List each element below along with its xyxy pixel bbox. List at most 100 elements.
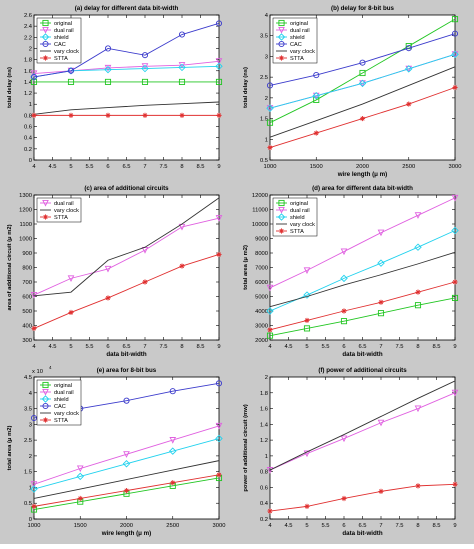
x-tick-label: 6 bbox=[342, 344, 345, 350]
y-axis-label: power of additional circuit (mw) bbox=[243, 404, 249, 491]
data-point-CAC bbox=[123, 397, 130, 404]
data-point-shield bbox=[122, 460, 131, 468]
data-point-dual-rail bbox=[30, 70, 38, 78]
data-point-original bbox=[104, 78, 112, 85]
legend-label: dual rail bbox=[290, 208, 310, 214]
data-point-STTA bbox=[378, 488, 384, 494]
data-point-dual-rail bbox=[266, 284, 274, 292]
chart-title: (a) delay for different data bit-width bbox=[75, 5, 179, 12]
y-tick-label: 3.5 bbox=[24, 407, 32, 413]
data-point-STTA bbox=[378, 299, 384, 305]
data-point-shield bbox=[312, 92, 320, 100]
data-point-dual-rail bbox=[414, 405, 422, 413]
chart-panel-4: (d) area for different data bit-width 4 4.… bbox=[243, 185, 459, 358]
x-tick-label: 6.5 bbox=[122, 164, 130, 170]
data-point-STTA bbox=[31, 503, 37, 509]
data-point-STTA bbox=[415, 289, 421, 295]
data-point-original bbox=[340, 318, 348, 325]
y-tick-label: 2 bbox=[29, 46, 32, 52]
x-tick-label: 5 bbox=[69, 344, 72, 350]
y-tick-label: 6000 bbox=[255, 280, 268, 286]
data-point-dual-rail bbox=[215, 422, 223, 430]
data-point-CAC bbox=[178, 31, 186, 38]
x-axis-label: wire length (μ m) bbox=[337, 171, 388, 178]
y-tick-label: 4 bbox=[265, 13, 269, 19]
legend-marker bbox=[278, 206, 285, 214]
legend-marker bbox=[42, 388, 49, 396]
data-point-dual-rail bbox=[451, 194, 459, 202]
legend-marker bbox=[42, 19, 49, 27]
x-tick-label: 1500 bbox=[310, 164, 323, 170]
x-axis-label: data bit-width bbox=[342, 351, 382, 358]
data-point-STTA bbox=[304, 503, 310, 509]
y-tick-label: 2 bbox=[265, 96, 268, 102]
y-tick-label: 1.2 bbox=[260, 438, 268, 444]
x-tick-label: 7 bbox=[379, 344, 382, 350]
legend-label: dual rail bbox=[290, 28, 310, 34]
y-axis-exponent-power: 4 bbox=[49, 365, 52, 370]
y-tick-label: 3 bbox=[265, 54, 268, 60]
legend-marker bbox=[41, 33, 50, 41]
x-tick-label: 5 bbox=[305, 344, 308, 350]
x-tick-label: 4.5 bbox=[284, 523, 292, 529]
legend-label: STTA bbox=[54, 215, 68, 221]
y-tick-label: 700 bbox=[22, 280, 32, 286]
series-line-STTA bbox=[269, 281, 456, 331]
legend-label: CAC bbox=[290, 42, 302, 48]
series-line-vary-clock bbox=[269, 66, 456, 138]
data-point-dual-rail bbox=[377, 229, 385, 237]
data-point-original bbox=[141, 78, 149, 85]
legend-marker bbox=[277, 213, 286, 221]
legend-label: STTA bbox=[290, 56, 304, 62]
data-point-STTA bbox=[170, 480, 176, 486]
data-point-shield bbox=[405, 65, 413, 73]
data-point-shield bbox=[414, 243, 422, 251]
y-axis-label: area of additional circuit (μ m2) bbox=[7, 224, 13, 310]
y-tick-label: 1.8 bbox=[260, 391, 268, 397]
chart-title: (f) power of additional circuits bbox=[318, 367, 407, 374]
chart-title: (b) delay for 8-bit bus bbox=[331, 5, 394, 12]
y-tick-label: 1 bbox=[265, 137, 268, 143]
data-point-shield bbox=[451, 50, 459, 59]
series-line-dual-rail bbox=[33, 217, 220, 296]
legend-label: vary clock bbox=[54, 49, 79, 55]
data-point-shield bbox=[215, 434, 223, 443]
legend-marker bbox=[42, 55, 49, 61]
data-point-dual-rail bbox=[340, 435, 348, 443]
data-point-shield bbox=[377, 259, 385, 267]
data-point-STTA bbox=[313, 130, 319, 136]
x-tick-label: 4 bbox=[32, 344, 36, 350]
data-point-CAC bbox=[141, 52, 149, 59]
data-point-STTA bbox=[304, 317, 310, 324]
data-point-original bbox=[178, 78, 186, 85]
y-tick-label: 900 bbox=[22, 251, 32, 257]
x-tick-label: 7 bbox=[143, 164, 146, 170]
y-tick-label: 2.6 bbox=[24, 13, 32, 19]
y-tick-label: 1.6 bbox=[260, 407, 268, 413]
data-point-shield bbox=[358, 79, 367, 88]
series-line-vary-clock bbox=[269, 380, 456, 471]
y-tick-label: 1 bbox=[265, 454, 268, 460]
data-point-STTA bbox=[341, 495, 347, 502]
chart-panel-3: (c) area of additional circuits 4 4.5 5 5.5 6… bbox=[7, 185, 223, 358]
data-point-shield bbox=[30, 485, 38, 493]
series-line-dual-rail bbox=[33, 60, 220, 75]
data-point-shield bbox=[76, 472, 84, 481]
data-point-original bbox=[414, 302, 422, 309]
x-tick-label: 6.5 bbox=[122, 344, 130, 350]
x-tick-label: 2000 bbox=[356, 164, 369, 170]
y-tick-label: 0.6 bbox=[24, 125, 32, 131]
y-tick-label: 1.6 bbox=[24, 69, 32, 75]
legend-marker bbox=[277, 33, 286, 41]
y-tick-label: 300 bbox=[22, 338, 32, 344]
data-point-shield bbox=[169, 447, 177, 455]
y-tick-label: 2 bbox=[265, 375, 268, 381]
y-tick-label: 0.6 bbox=[260, 485, 268, 491]
y-tick-label: 1.2 bbox=[24, 91, 32, 97]
data-point-STTA bbox=[452, 84, 458, 91]
legend-label: STTA bbox=[54, 56, 68, 62]
data-point-CAC bbox=[359, 59, 366, 66]
